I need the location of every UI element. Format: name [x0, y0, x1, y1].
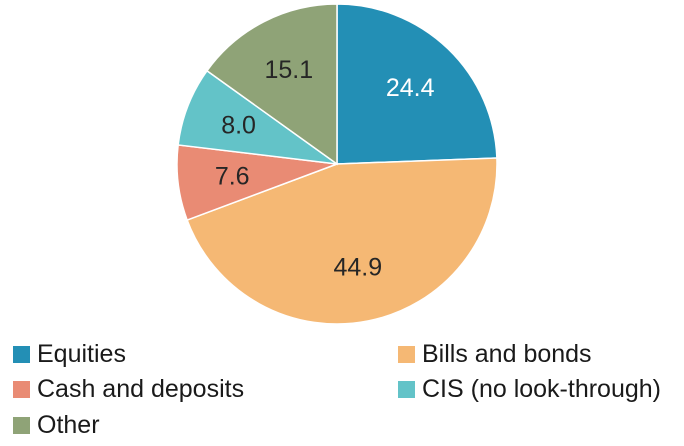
legend-label-equities: Equities [37, 339, 126, 368]
legend-item-cis: CIS (no look-through) [398, 373, 661, 405]
data-label-other: 15.1 [264, 56, 313, 84]
legend-item-other: Other [13, 409, 100, 441]
legend-item-bills-and-bonds: Bills and bonds [398, 338, 592, 370]
pie-slices [176, 3, 498, 325]
legend-swatch-cash-and-deposits [13, 380, 30, 398]
legend-label-cis: CIS (no look-through) [422, 374, 662, 403]
pie-chart: 24.4 44.9 7.6 8.0 15.1 [176, 3, 498, 325]
data-label-equities: 24.4 [386, 74, 435, 102]
legend-label-other: Other [37, 410, 100, 439]
data-label-bills-and-bonds: 44.9 [333, 254, 382, 282]
pie-data-labels: 24.4 44.9 7.6 8.0 15.1 [215, 56, 435, 281]
legend-swatch-equities [13, 345, 30, 363]
legend-label-cash-and-deposits: Cash and deposits [37, 374, 245, 403]
legend-item-equities: Equities [13, 338, 126, 370]
legend-item-cash-and-deposits: Cash and deposits [13, 373, 244, 405]
pie-slice-other [205, 3, 338, 166]
data-label-cash-and-deposits: 7.6 [215, 163, 250, 191]
legend-swatch-bills-and-bonds [398, 345, 415, 363]
legend-swatch-other [13, 416, 30, 434]
data-label-cis-no-look-through: 8.0 [221, 112, 256, 140]
legend-swatch-cis [398, 380, 415, 398]
legend-label-bills-and-bonds: Bills and bonds [422, 339, 592, 368]
pie-slice-bills-and-bonds [186, 157, 498, 325]
pie-slice-equities [336, 3, 498, 165]
